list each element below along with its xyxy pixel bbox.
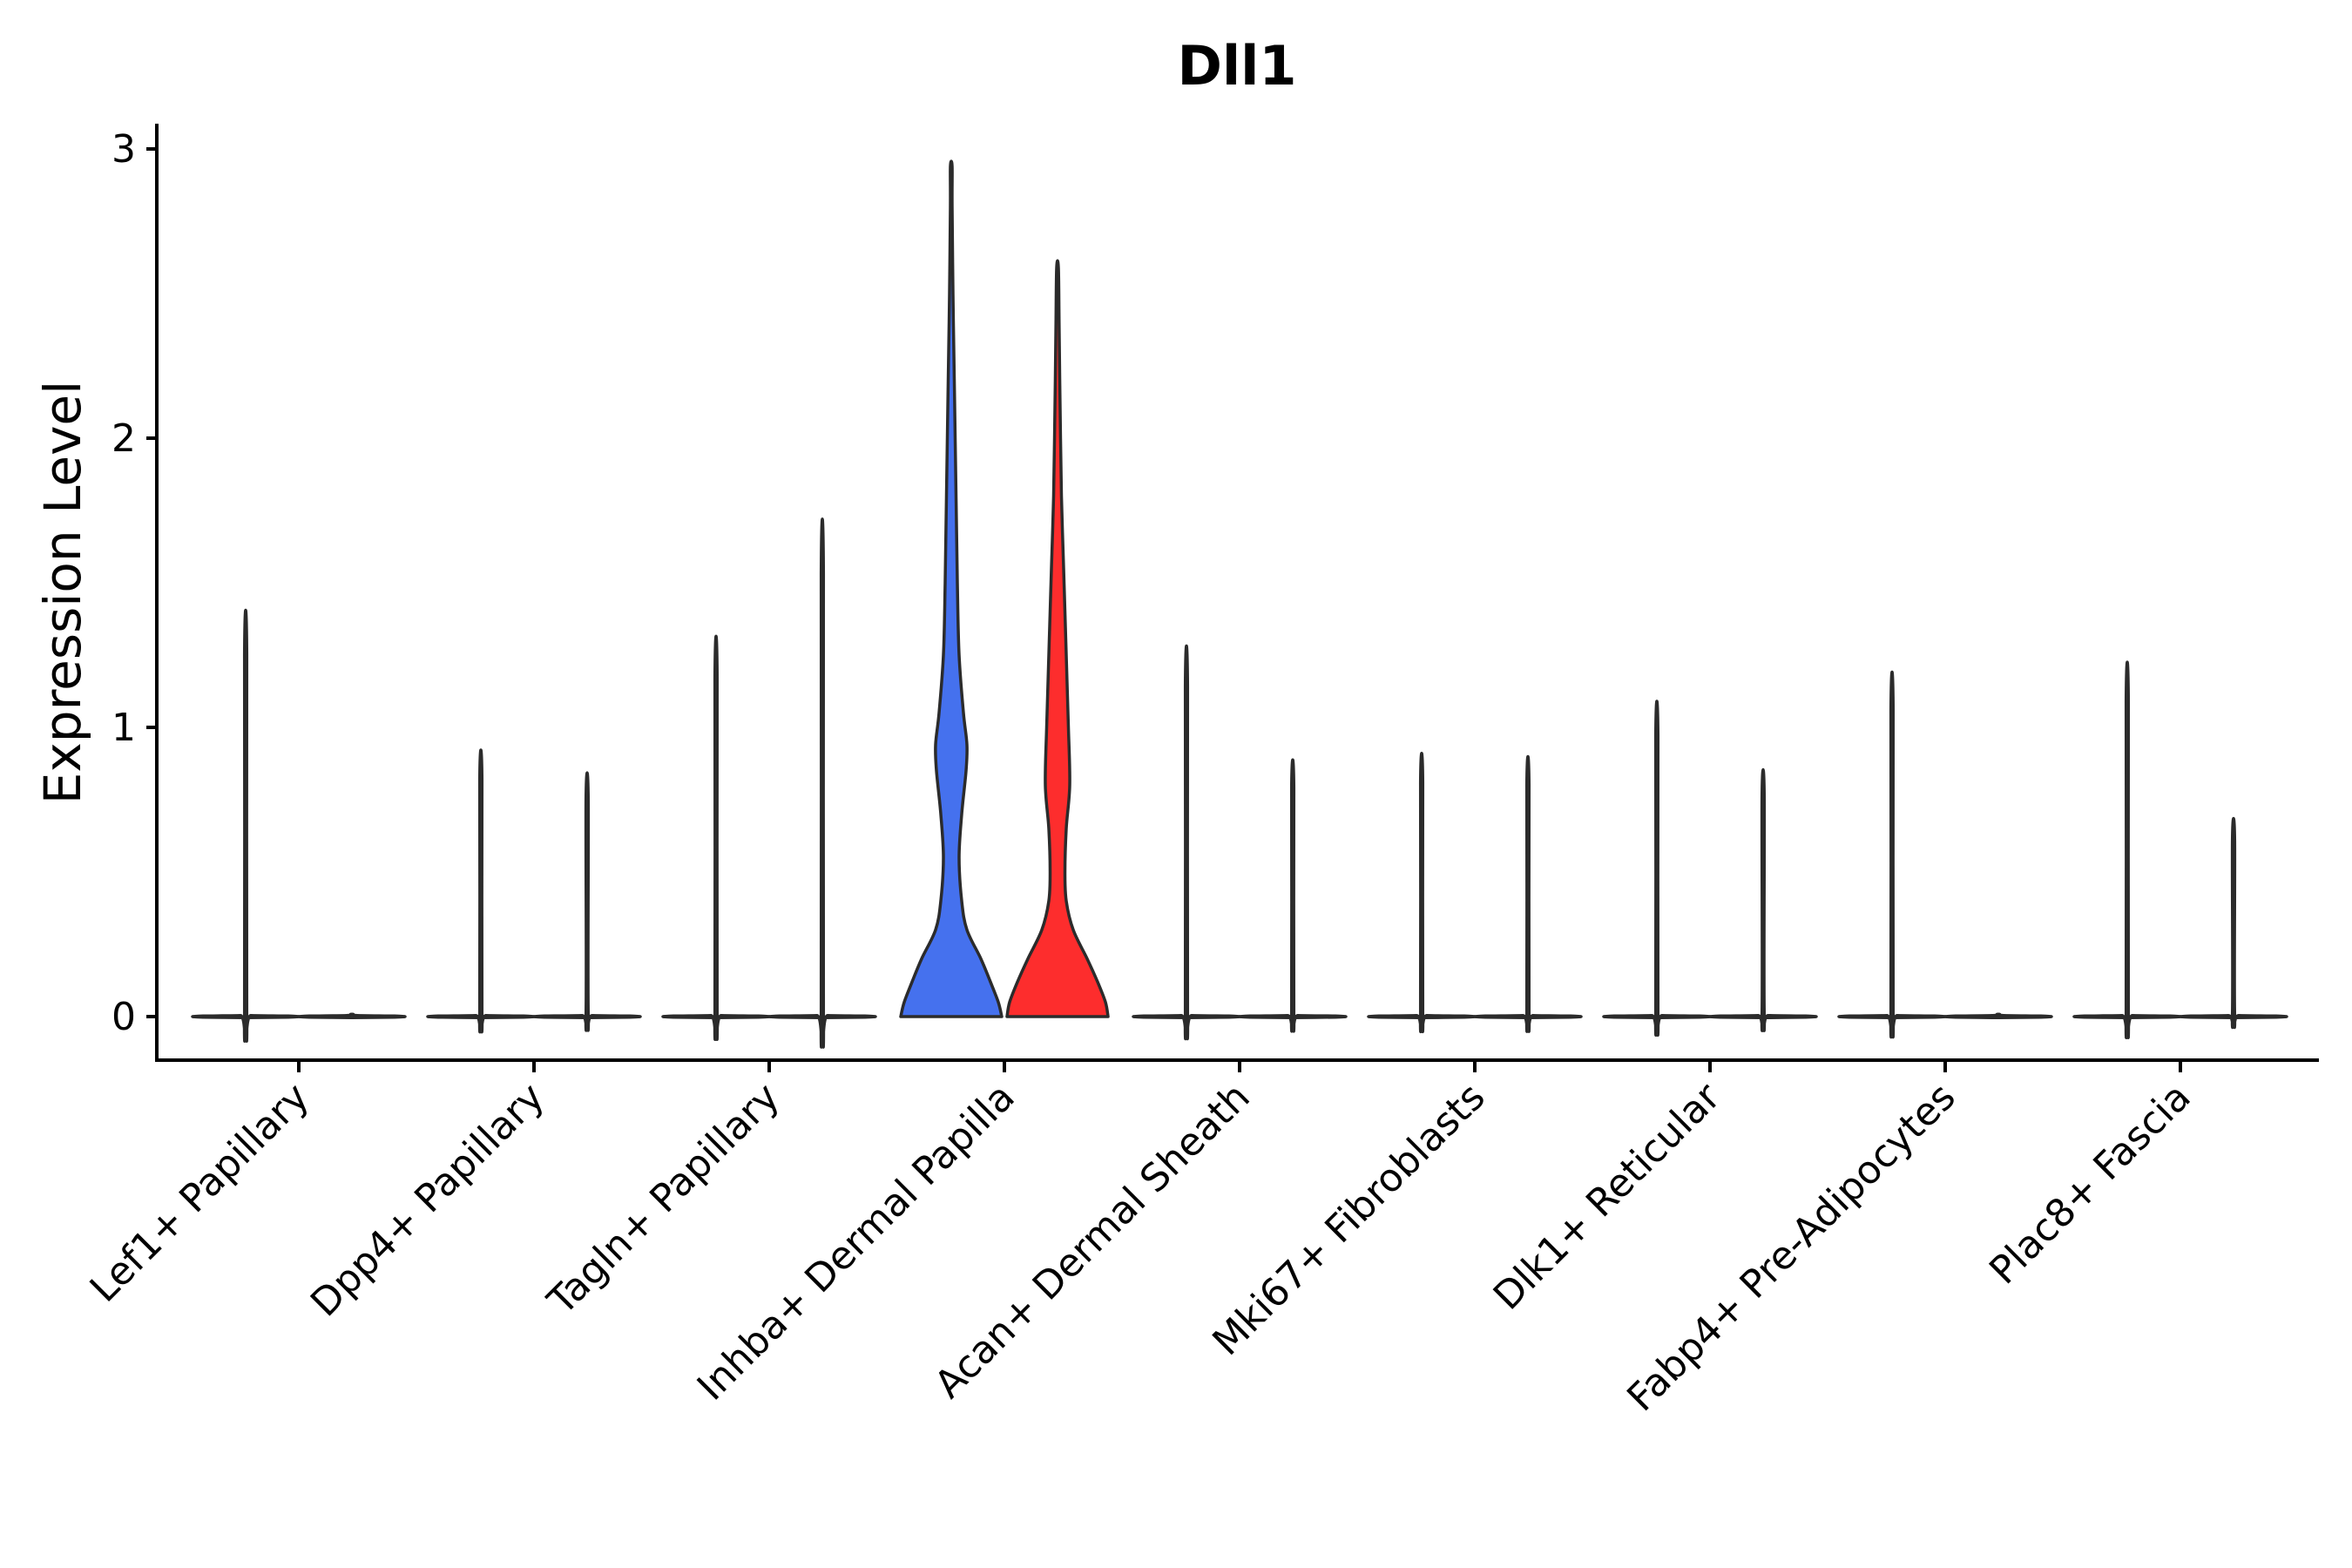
violin-5-1 <box>1132 644 1241 1041</box>
violin-2-1 <box>426 748 536 1034</box>
violin-7-2 <box>1708 767 1818 1032</box>
y-tick-label: 3 <box>112 127 136 172</box>
violin-1-1 <box>191 608 301 1043</box>
x-tick-label: Dpp4+ Papillary <box>302 1075 553 1326</box>
violin-9-2 <box>2179 817 2288 1030</box>
violin-3-1 <box>661 634 771 1042</box>
y-axis-label: Expression Level <box>33 381 92 804</box>
violin-4-2 <box>1005 259 1110 1018</box>
violin-9-1 <box>2072 660 2182 1040</box>
x-tick-label: Mki67+ Fibroblasts <box>1204 1075 1493 1364</box>
violin-4-1 <box>899 159 1004 1018</box>
x-tick-label: Lef1+ Papillary <box>82 1075 318 1311</box>
violin-5-2 <box>1238 758 1348 1033</box>
x-tick-label: Tagln+ Papillary <box>539 1075 788 1324</box>
violin-7-1 <box>1602 700 1712 1037</box>
plot-area <box>191 159 2288 1049</box>
violin-1-2 <box>297 1012 407 1020</box>
chart-title: Dll1 <box>1177 34 1296 98</box>
y-tick-label: 2 <box>112 416 136 461</box>
x-tick-label: Dlk1+ Reticular <box>1485 1074 1730 1319</box>
violin-3-2 <box>767 517 877 1049</box>
violin-6-2 <box>1473 754 1583 1033</box>
violin-8-2 <box>1943 1012 2053 1020</box>
violin-2-2 <box>532 771 642 1032</box>
x-tick-label: Plac8+ Fascia <box>1981 1075 2200 1294</box>
violin-8-1 <box>1837 671 1947 1039</box>
y-axis-ticks: 0 1 2 3 <box>112 127 157 1039</box>
violin-6-1 <box>1367 752 1477 1033</box>
y-tick-label: 0 <box>112 995 136 1039</box>
y-tick-label: 1 <box>112 706 136 750</box>
